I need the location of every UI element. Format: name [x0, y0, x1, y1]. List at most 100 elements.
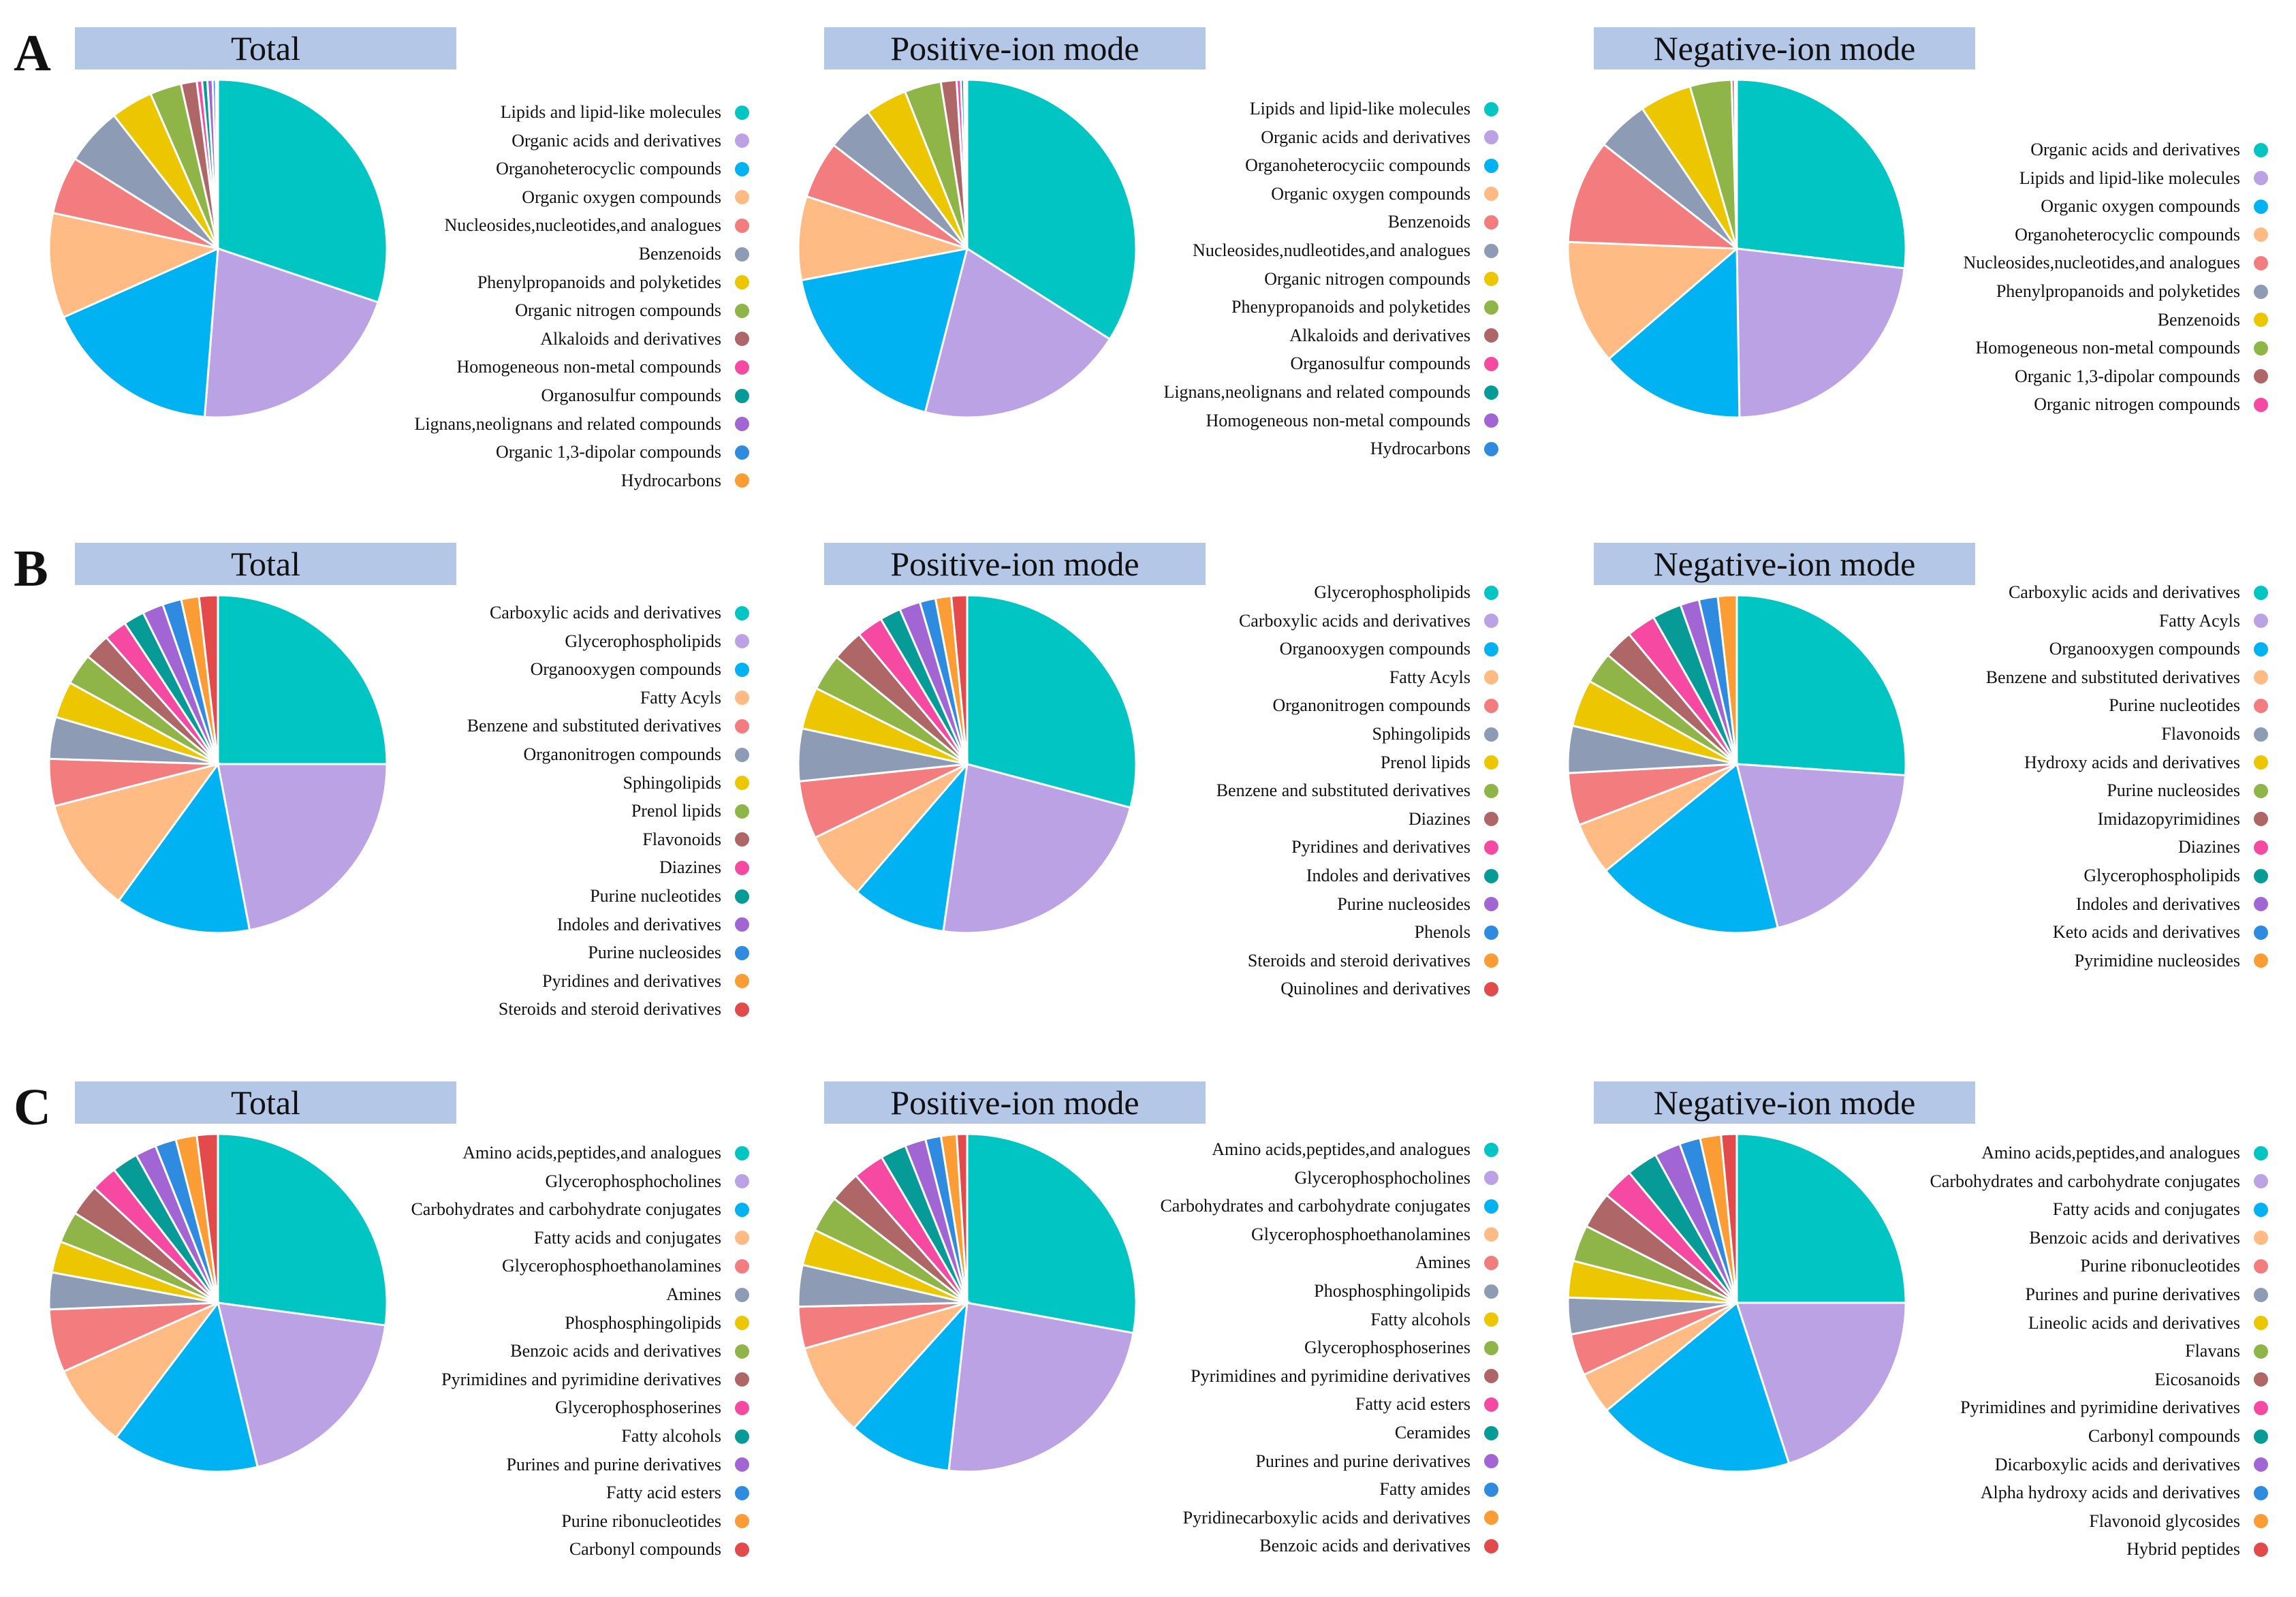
legend-label: Organonitrogen compounds — [523, 744, 721, 764]
legend-item: Glycerophosphoserines — [1304, 1334, 1498, 1361]
legend-label: Purines and purine derivatives — [2025, 1284, 2240, 1304]
legend-swatch — [1484, 755, 1498, 770]
pie-slice-1 — [217, 594, 388, 765]
legend-item: Phosphosphingolipids — [565, 1310, 749, 1337]
legend-item: Prenol lipids — [631, 797, 749, 825]
legend-label: Phenypropanoids and polyketides — [1231, 297, 1471, 317]
legend-swatch — [2254, 1259, 2268, 1274]
legend-item: Benzoic acids and derivatives — [510, 1338, 749, 1365]
legend-label: Pyrimidine nucleosides — [2074, 950, 2240, 970]
legend-swatch — [2254, 227, 2268, 242]
legend-item: Benzoic acids and derivatives — [1259, 1532, 1498, 1560]
legend-swatch — [735, 1231, 749, 1246]
legend-label: Benzenoids — [638, 244, 721, 264]
legend-item: Fatty acids and conjugates — [534, 1224, 749, 1252]
legend-swatch — [735, 747, 749, 762]
legend-swatch — [735, 1287, 749, 1302]
legend-item: Amines — [666, 1281, 749, 1308]
legend-swatch — [1484, 272, 1498, 287]
pie-slice-14 — [215, 78, 219, 249]
legend-label: Nucleosides,nucleotides,and analogues — [1963, 253, 2241, 273]
legend-label: Carbohydrates and carbohydrate conjugate… — [411, 1199, 721, 1220]
legend-swatch — [2254, 1457, 2268, 1472]
legend-item: Pyrimidines and pyrimidine derivatives — [1191, 1363, 1498, 1390]
legend-item: Pyridines and derivatives — [1291, 834, 1498, 861]
legend-swatch — [735, 417, 749, 432]
legend-item: Purines and purine derivatives — [1255, 1448, 1498, 1475]
pie-slice-13 — [964, 78, 969, 249]
legend-swatch — [735, 1174, 749, 1189]
legend-swatch — [735, 776, 749, 791]
legend-item: Carbonyl compounds — [569, 1536, 749, 1563]
legend-swatch — [2254, 1542, 2268, 1557]
legend-swatch — [1484, 783, 1498, 798]
legend-label: Organoheterocyclic compounds — [496, 159, 721, 179]
legend-item: Organonitrogen compounds — [1272, 692, 1498, 719]
legend-item: Benzene and substituted derivatives — [1216, 777, 1498, 804]
legend-swatch — [1484, 1397, 1498, 1412]
legend-item: Carbohydrates and carbohydrate conjugate… — [1930, 1168, 2268, 1195]
legend-label: Purine nucleosides — [588, 943, 721, 963]
legend-swatch — [735, 303, 749, 318]
legend-label: Benzene and substituted derivatives — [467, 716, 721, 736]
pie-slice-10 — [1733, 78, 1738, 249]
legend-swatch — [2254, 925, 2268, 940]
legend-swatch — [1484, 413, 1498, 428]
legend-label: Organic nitrogen compounds — [1264, 268, 1471, 289]
pie-slice-2 — [947, 1301, 1135, 1473]
legend-item: Fatty acid esters — [606, 1479, 749, 1506]
legend-swatch — [1484, 840, 1498, 855]
legend-swatch — [2254, 313, 2268, 328]
legend-swatch — [735, 691, 749, 706]
legend-item: Phenylpropanoids and polyketides — [477, 269, 749, 296]
panel-c-1: Total Amino acids,peptides,and analogues G… — [0, 1081, 749, 1592]
legend-item: Hydroxy acids and derivatives — [2024, 749, 2268, 776]
legend-swatch — [2254, 1202, 2268, 1217]
legend-label: Glycerophosphoserines — [1304, 1338, 1471, 1358]
legend-swatch — [2254, 1514, 2268, 1529]
legend-item: Hybrid peptides — [2126, 1536, 2268, 1563]
legend-swatch — [735, 1400, 749, 1415]
legend-label: Sphingolipids — [1372, 724, 1471, 744]
legend-label: Organic oxygen compounds — [2041, 196, 2240, 217]
legend-label: Lignans,neolignans and related compounds — [414, 413, 721, 434]
legend-label: Amino acids,peptides,and analogues — [1981, 1143, 2240, 1163]
legend-item: Carbonyl compounds — [2088, 1423, 2268, 1450]
panel-b-2: Positive-ion mode Glycerophospholipids Car… — [749, 543, 1498, 1054]
pie-slice-1 — [1735, 594, 1907, 776]
legend-swatch — [2254, 897, 2268, 912]
legend-swatch — [2254, 1287, 2268, 1302]
pie-slice-2 — [942, 763, 1132, 934]
legend-label: Dicarboxylic acids and derivatives — [1994, 1454, 2240, 1474]
legend-item: Fatty Acyls — [1389, 664, 1498, 691]
legend-item: Steroids and steroid derivatives — [499, 996, 749, 1023]
legend-item: Carboxylic acids and derivatives — [1239, 607, 1498, 635]
legend-swatch — [1484, 897, 1498, 912]
legend-item: Nucleosides,nucleotides,and analogues — [445, 212, 749, 239]
legend-label: Lipids and lipid-like molecules — [2019, 168, 2240, 188]
legend-swatch — [735, 388, 749, 403]
legend-swatch — [1484, 300, 1498, 315]
legend-label: Nucleosides,nudleotides,and analogues — [1193, 240, 1471, 260]
legend-item: Carbohydrates and carbohydrate conjugate… — [1160, 1192, 1498, 1220]
legend-swatch — [735, 1145, 749, 1160]
legend-label: Organic 1,3-dipolar compounds — [2015, 366, 2240, 386]
legend: Lipids and lipid-like molecules Organic a… — [1022, 27, 1498, 531]
legend-label: Indoles and derivatives — [1306, 866, 1471, 885]
legend-item: Carbohydrates and carbohydrate conjugate… — [411, 1196, 749, 1223]
legend-swatch — [1484, 642, 1498, 657]
pie-slice-4 — [48, 211, 221, 319]
legend-item: Organoheterocyclic compounds — [2015, 221, 2268, 249]
legend-swatch — [2254, 727, 2268, 742]
legend-item: Organooxygen compounds — [1280, 635, 1498, 663]
legend-label: Organic nitrogen compounds — [2034, 394, 2240, 415]
legend-swatch — [735, 275, 749, 290]
legend-label: Carboxylic acids and derivatives — [2008, 582, 2240, 602]
pie-slice-4 — [52, 762, 221, 902]
legend-label: Pyridines and derivatives — [542, 970, 721, 991]
legend: Carboxylic acids and derivatives Fatty Ac… — [1791, 543, 2268, 1047]
legend-label: Keto acids and derivatives — [2052, 922, 2240, 943]
legend-swatch — [735, 473, 749, 488]
pie-slice-15 — [1720, 1133, 1738, 1303]
legend: Organic acids and derivatives Lipids and … — [1791, 27, 2268, 531]
